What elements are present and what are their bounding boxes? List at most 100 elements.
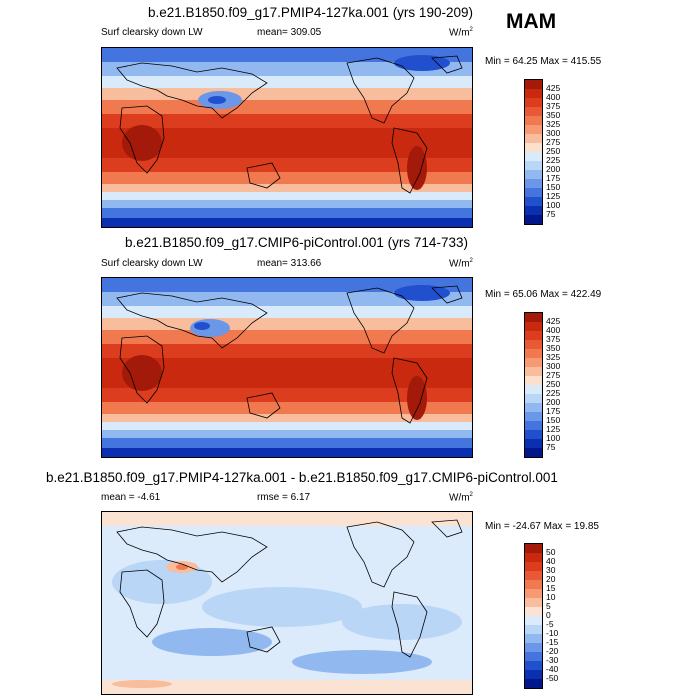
- colorbar-tick-label: 20: [546, 574, 556, 584]
- colorbar-segment: [525, 152, 542, 161]
- colorbar-segment: [525, 385, 542, 394]
- colorbar-tick-label: -50: [546, 673, 559, 683]
- colorbar-segment: [525, 179, 542, 188]
- colorbar-segment: [525, 616, 542, 625]
- colorbar-tick-label: -20: [546, 646, 559, 656]
- panel-3-map: [101, 511, 473, 695]
- colorbar-segment: [525, 322, 542, 331]
- colorbar-tick-label: 275: [546, 137, 561, 147]
- colorbar-segment: [525, 679, 542, 688]
- colorbar-tick-label: 325: [546, 352, 561, 362]
- colorbar-segment: [525, 394, 542, 403]
- colorbar-tick-label: -10: [546, 628, 559, 638]
- colorbar-segment: [525, 670, 542, 679]
- colorbar-segment: [525, 367, 542, 376]
- colorbar-tick-label: -30: [546, 655, 559, 665]
- panel-3-rmse-label: rmse = 6.17: [257, 492, 311, 503]
- colorbar-tick-label: 325: [546, 119, 561, 129]
- panel-1-title: b.e21.B1850.f09_g17.PMIP4-127ka.001 (yrs…: [148, 5, 473, 20]
- colorbar-segment: [525, 206, 542, 215]
- colorbar-tick-label: 125: [546, 191, 561, 201]
- panel-2-mean-label: mean= 313.66: [257, 258, 322, 269]
- colorbar-tick-label: 75: [546, 442, 556, 452]
- panel-2-units: W/m2: [449, 258, 473, 270]
- colorbar-tick-label: 75: [546, 209, 556, 219]
- panel-2-colorbar: [524, 312, 543, 458]
- colorbar-tick-label: 175: [546, 173, 561, 183]
- panel-3-units: W/m2: [449, 492, 473, 504]
- colorbar-tick-label: 100: [546, 200, 561, 210]
- colorbar-tick-label: 350: [546, 110, 561, 120]
- colorbar-segment: [525, 652, 542, 661]
- colorbar-segment: [525, 448, 542, 457]
- colorbar-segment: [525, 625, 542, 634]
- panel-1-map: [101, 47, 473, 228]
- panel-1-mean-label: mean= 309.05: [257, 27, 322, 38]
- colorbar-tick-label: 150: [546, 415, 561, 425]
- panel-2-map: [101, 277, 473, 458]
- colorbar-tick-label: 125: [546, 424, 561, 434]
- colorbar-segment: [525, 580, 542, 589]
- colorbar-tick-label: 250: [546, 146, 561, 156]
- colorbar-tick-label: 400: [546, 325, 561, 335]
- panel-2-minmax: Min = 65.06 Max = 422.49: [485, 289, 602, 300]
- panel-2-variable-label: Surf clearsky down LW: [101, 258, 203, 269]
- colorbar-tick-label: 15: [546, 583, 556, 593]
- colorbar-tick-label: 100: [546, 433, 561, 443]
- colorbar-segment: [525, 430, 542, 439]
- colorbar-segment: [525, 607, 542, 616]
- panel-1-variable-label: Surf clearsky down LW: [101, 27, 203, 38]
- colorbar-segment: [525, 331, 542, 340]
- colorbar-segment: [525, 161, 542, 170]
- colorbar-tick-label: 375: [546, 101, 561, 111]
- colorbar-tick-label: -15: [546, 637, 559, 647]
- colorbar-tick-label: 375: [546, 334, 561, 344]
- colorbar-tick-label: 40: [546, 556, 556, 566]
- panel-3-title: b.e21.B1850.f09_g17.PMIP4-127ka.001 - b.…: [46, 470, 558, 485]
- colorbar-segment: [525, 661, 542, 670]
- panel-3-colorbar: [524, 543, 543, 689]
- colorbar-segment: [525, 313, 542, 322]
- colorbar-segment: [525, 170, 542, 179]
- panel-1-units: W/m2: [449, 27, 473, 39]
- colorbar-segment: [525, 89, 542, 98]
- colorbar-segment: [525, 134, 542, 143]
- colorbar-segment: [525, 125, 542, 134]
- colorbar-tick-label: 425: [546, 83, 561, 93]
- colorbar-tick-label: -40: [546, 664, 559, 674]
- colorbar-segment: [525, 634, 542, 643]
- panel-3-mean-label: mean = -4.61: [101, 492, 161, 503]
- colorbar-tick-label: 350: [546, 343, 561, 353]
- colorbar-segment: [525, 421, 542, 430]
- colorbar-segment: [525, 143, 542, 152]
- colorbar-tick-label: 400: [546, 92, 561, 102]
- colorbar-tick-label: 0: [546, 610, 551, 620]
- colorbar-segment: [525, 116, 542, 125]
- colorbar-segment: [525, 340, 542, 349]
- colorbar-tick-label: -5: [546, 619, 554, 629]
- colorbar-segment: [525, 643, 542, 652]
- colorbar-segment: [525, 553, 542, 562]
- colorbar-tick-label: 250: [546, 379, 561, 389]
- panel-2-title: b.e21.B1850.f09_g17.CMIP6-piControl.001 …: [125, 235, 468, 250]
- colorbar-segment: [525, 412, 542, 421]
- colorbar-tick-label: 150: [546, 182, 561, 192]
- colorbar-tick-label: 175: [546, 406, 561, 416]
- colorbar-tick-label: 225: [546, 388, 561, 398]
- colorbar-segment: [525, 403, 542, 412]
- panel-3-minmax: Min = -24.67 Max = 19.85: [485, 521, 599, 532]
- colorbar-segment: [525, 571, 542, 580]
- season-label: MAM: [506, 10, 557, 33]
- panel-1-colorbar: [524, 79, 543, 225]
- colorbar-tick-label: 5: [546, 601, 551, 611]
- colorbar-segment: [525, 544, 542, 553]
- colorbar-segment: [525, 98, 542, 107]
- colorbar-segment: [525, 589, 542, 598]
- colorbar-segment: [525, 107, 542, 116]
- colorbar-tick-label: 10: [546, 592, 556, 602]
- colorbar-tick-label: 30: [546, 565, 556, 575]
- colorbar-tick-label: 200: [546, 397, 561, 407]
- colorbar-segment: [525, 376, 542, 385]
- colorbar-tick-label: 300: [546, 361, 561, 371]
- colorbar-tick-label: 300: [546, 128, 561, 138]
